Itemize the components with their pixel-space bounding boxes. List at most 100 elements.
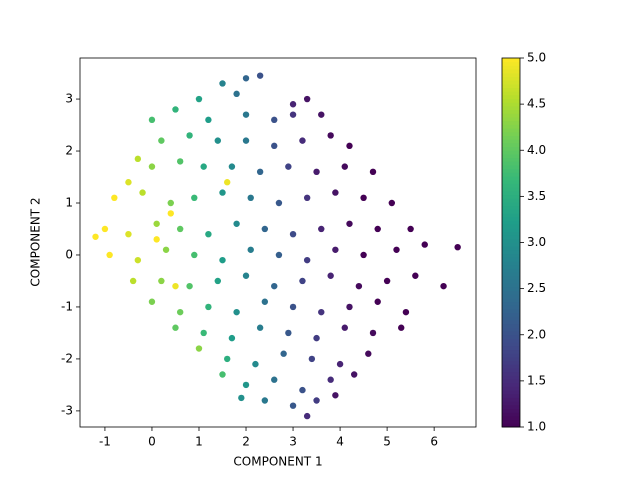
colorbar-segment [502, 58, 520, 63]
point [285, 163, 292, 170]
point [454, 243, 461, 251]
colorbar-segment [502, 290, 520, 295]
point [153, 220, 160, 227]
point [318, 308, 325, 316]
point [242, 381, 250, 389]
point [129, 277, 137, 285]
colorbar-segment [502, 212, 520, 218]
colorbar-tick-label: 3.0 [527, 235, 546, 249]
colorbar-segment [502, 415, 520, 421]
colorbar-segment [502, 272, 520, 277]
point [327, 272, 334, 279]
colorbar-segment [502, 246, 520, 251]
colorbar-segment [502, 264, 520, 269]
colorbar-tick-label: 4.0 [527, 143, 546, 157]
colorbar-segment [502, 412, 520, 417]
colorbar-segment [502, 404, 520, 410]
colorbar-tick-label: 5.0 [527, 51, 546, 65]
point [346, 220, 353, 227]
colorbar-segment [502, 268, 520, 273]
y-tick-label: 3 [65, 92, 73, 106]
point [219, 189, 226, 196]
colorbar-segment [502, 249, 520, 255]
y-tick-label: 0 [65, 247, 73, 261]
point [256, 168, 264, 176]
colorbar-segment [502, 327, 520, 332]
x-axis-label: COMPONENT 1 [233, 455, 322, 469]
point [148, 116, 156, 124]
point [134, 256, 142, 264]
point [153, 236, 160, 243]
colorbar-segment [502, 190, 520, 196]
point [242, 272, 250, 279]
colorbar-segment [502, 102, 520, 107]
point [219, 371, 226, 378]
colorbar-segment [502, 257, 520, 262]
point [191, 251, 198, 259]
colorbar-segment [502, 150, 520, 155]
colorbar-tick-label: 1.0 [527, 420, 546, 434]
point [360, 194, 367, 202]
colorbar-segment [502, 294, 520, 299]
point [350, 371, 358, 378]
point [233, 220, 240, 227]
colorbar-segment [502, 124, 520, 129]
colorbar-segment [502, 382, 520, 387]
point [289, 111, 297, 118]
colorbar-segment [502, 83, 520, 89]
point [332, 392, 339, 399]
colorbar-segment [502, 80, 520, 85]
colorbar-segment [502, 161, 520, 166]
point [289, 230, 297, 238]
point [318, 111, 325, 118]
point [176, 158, 184, 165]
point [271, 142, 278, 150]
point [134, 155, 142, 163]
colorbar-segment [502, 224, 520, 229]
point [303, 194, 311, 202]
point [158, 137, 165, 144]
colorbar-segment [502, 120, 520, 125]
point [332, 189, 339, 196]
point [158, 277, 165, 285]
point [167, 210, 174, 217]
colorbar-segment [502, 153, 520, 159]
x-tick-label: -1 [99, 435, 111, 449]
point [172, 324, 179, 331]
colorbar-segment [502, 367, 520, 373]
colorbar-segment [502, 157, 520, 162]
point [247, 194, 254, 202]
point [374, 298, 381, 305]
colorbar-segment [502, 397, 520, 402]
colorbar-segment [502, 183, 520, 188]
colorbar-segment [502, 91, 520, 96]
point [162, 246, 170, 253]
point [369, 168, 377, 176]
colorbar-segment [502, 260, 520, 266]
point [139, 189, 146, 196]
colorbar-segment [502, 176, 520, 181]
colorbar-segment [502, 423, 520, 428]
colorbar-segment [502, 364, 520, 369]
colorbar-segment [502, 386, 520, 391]
point [214, 137, 222, 144]
colorbar-segment [502, 172, 520, 177]
colorbar-segment [502, 345, 520, 351]
colorbar-segment [502, 209, 520, 214]
colorbar-segment [502, 238, 520, 243]
colorbar-segment [502, 312, 520, 317]
colorbar-tick-label: 1.5 [527, 373, 546, 387]
colorbar-segment [502, 179, 520, 184]
point [200, 163, 207, 170]
colorbar-segment [502, 135, 520, 140]
point [285, 329, 292, 337]
colorbar-segment [502, 253, 520, 258]
colorbar-segment [502, 283, 520, 288]
colorbar-segment [502, 419, 520, 424]
point [205, 230, 212, 238]
colorbar-segment [502, 338, 520, 343]
point [205, 303, 212, 311]
point [172, 106, 179, 113]
point [271, 116, 278, 124]
